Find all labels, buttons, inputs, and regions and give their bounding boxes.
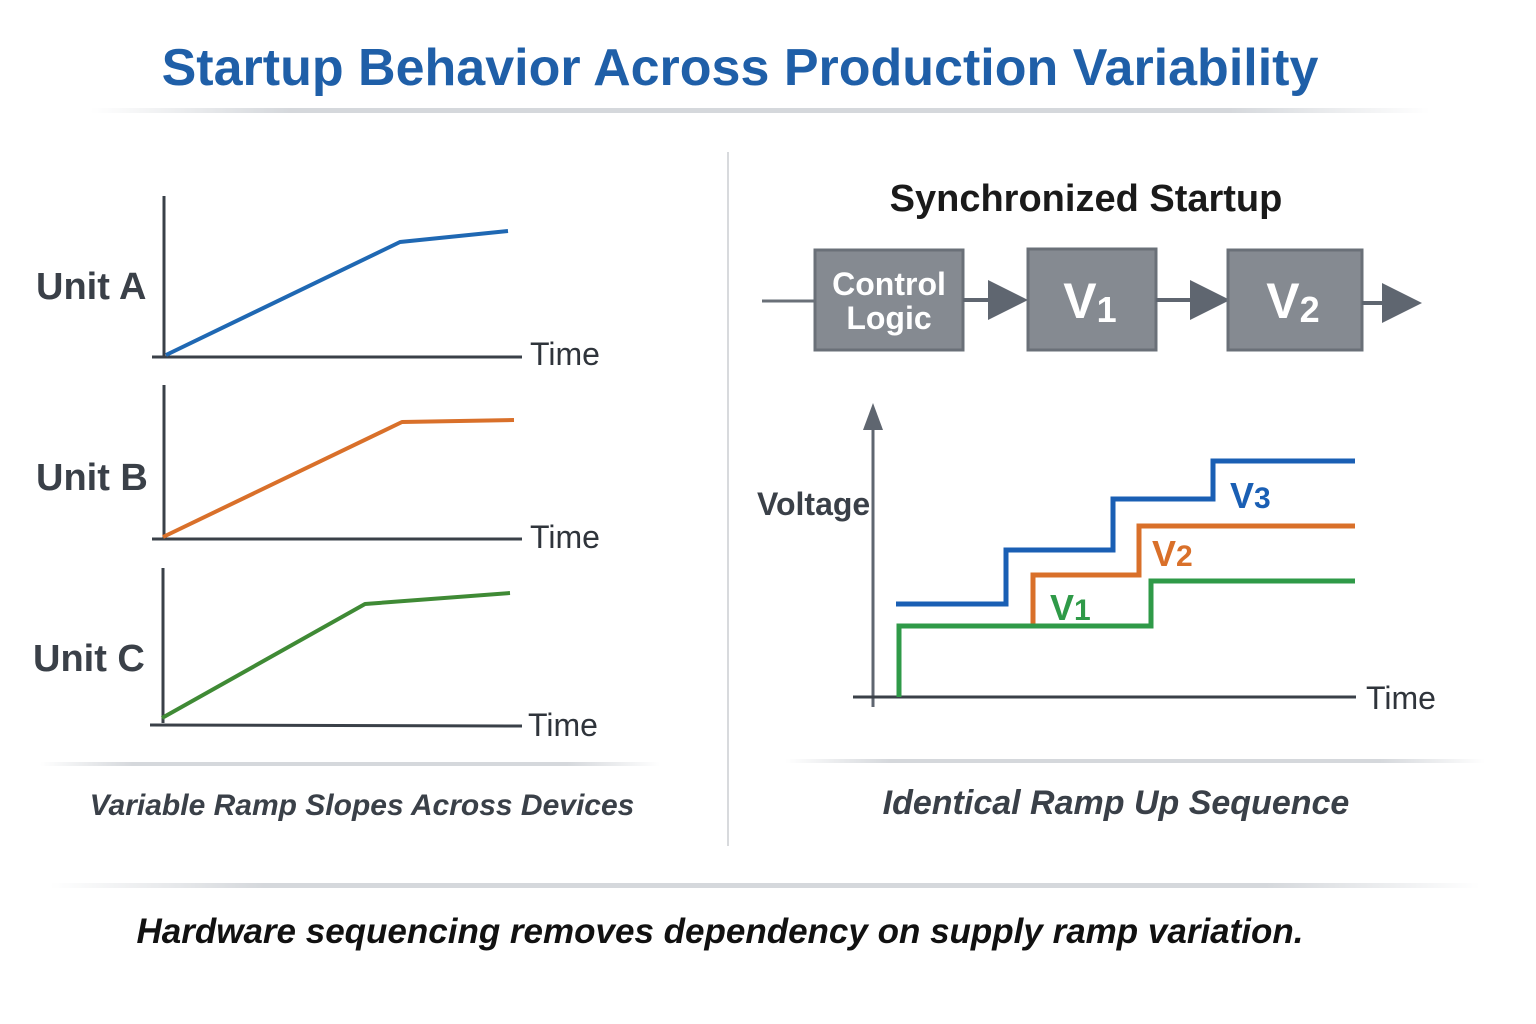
control-logic-line2: Logic [846, 300, 931, 336]
unit-c-time-label: Time [528, 707, 598, 743]
v1-series-label: V1 [1050, 587, 1091, 628]
v1-block [1026, 247, 1158, 352]
sequencer-block-diagram: Control Logic V1 V2 [762, 247, 1422, 352]
unit-b-time-label: Time [530, 519, 600, 555]
v2-block [1226, 248, 1364, 352]
unit-b-ramp-line [162, 418, 515, 539]
right-caption: Identical Ramp Up Sequence [883, 784, 1350, 822]
unit-b-chart: Unit B Time [36, 385, 600, 555]
left-caption-divider [40, 762, 660, 766]
right-caption-divider [785, 759, 1485, 763]
right-heading: Synchronized Startup [890, 178, 1283, 220]
voltage-sequence-chart: Voltage Time V3 V2 V1 [757, 403, 1436, 716]
voltage-axis-label: Voltage [757, 486, 870, 522]
v2-block-label: V2 [1266, 273, 1319, 330]
control-logic-line1: Control [832, 266, 946, 302]
left-caption: Variable Ramp Slopes Across Devices [90, 789, 635, 822]
unit-a-label: Unit A [36, 266, 146, 308]
unit-c-label: Unit C [33, 638, 145, 680]
page-title: Startup Behavior Across Production Varia… [162, 39, 1319, 97]
left-panel: Unit A Time Unit B Time Unit C Time Vari… [33, 196, 660, 822]
control-logic-block [813, 248, 965, 352]
v2-series-label: V2 [1152, 533, 1193, 574]
footer-statement: Hardware sequencing removes dependency o… [136, 912, 1303, 951]
title-divider [90, 108, 1430, 113]
v2-step-line [1030, 523, 1355, 625]
v1-block-label: V1 [1063, 273, 1116, 330]
voltage-y-axis-arrowhead [863, 403, 883, 430]
right-panel: Synchronized Startup Control Logic V1 V2… [757, 178, 1485, 822]
unit-c-chart: Unit C Time [33, 568, 598, 743]
unit-b-label: Unit B [36, 457, 148, 499]
unit-a-ramp-line [165, 229, 509, 357]
time-axis-label: Time [1366, 680, 1436, 716]
v3-series-label: V3 [1230, 475, 1271, 516]
unit-c-x-axis [149, 723, 523, 728]
unit-a-chart: Unit A Time [36, 196, 600, 372]
footer-divider [50, 883, 1480, 888]
v1-step-line [896, 578, 1355, 697]
unit-c-ramp-line [161, 591, 511, 720]
unit-a-time-label: Time [530, 336, 600, 372]
v3-step-line [896, 458, 1355, 607]
